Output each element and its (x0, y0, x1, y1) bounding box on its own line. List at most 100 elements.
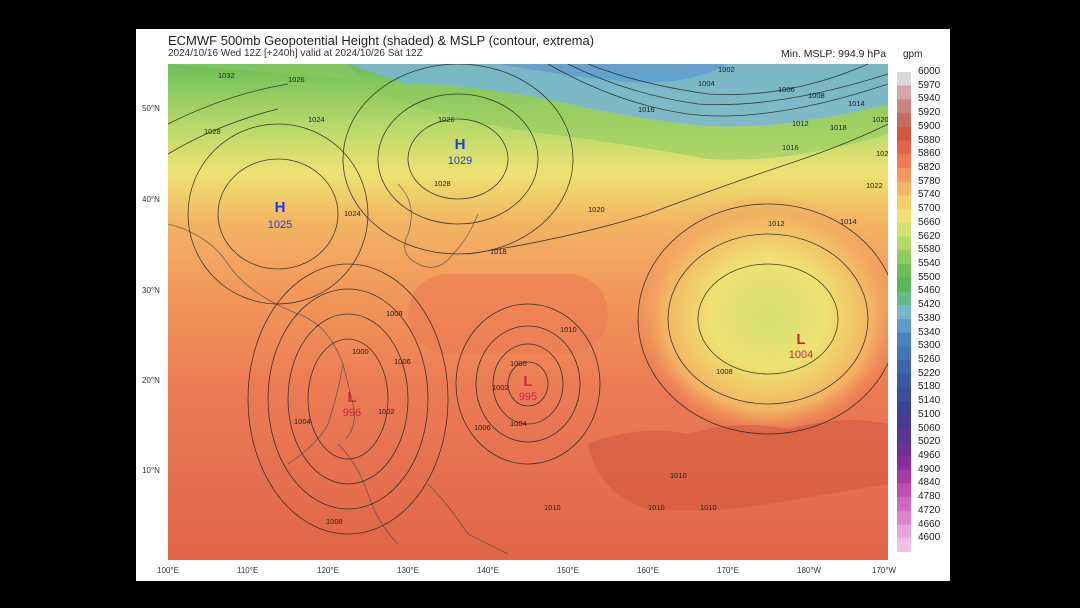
contour-label: 1002 (718, 65, 735, 74)
colorbar-level-label: 5920 (918, 107, 941, 119)
colorbar-swatch (897, 140, 911, 155)
contour-label: 1004 (698, 79, 715, 88)
colorbar-swatch (897, 72, 911, 87)
colorbar-swatch (897, 497, 911, 512)
lon-label: 130°E (397, 566, 419, 575)
lat-label: 20°N (142, 376, 160, 385)
chart-title: ECMWF 500mb Geopotential Height (shaded)… (168, 33, 595, 48)
contour-label: 1004 (510, 419, 527, 428)
contour-label: 1014 (848, 99, 865, 108)
colorbar (897, 72, 911, 552)
contour-label: 1010 (544, 503, 561, 512)
colorbar-swatch (897, 250, 911, 265)
colorbar-level-label: 4780 (918, 491, 941, 503)
contour-label: 1026 (438, 115, 455, 124)
colorbar-swatch (897, 538, 911, 552)
colorbar-swatch (897, 469, 911, 484)
colorbar-swatch (897, 414, 911, 430)
colorbar-level-label: 4900 (918, 463, 941, 475)
colorbar-level-label: 5970 (918, 79, 941, 91)
chart-subtitle: 2024/10/16 Wed 12Z [+240h] valid at 2024… (168, 48, 423, 59)
colorbar-level-label: 5880 (918, 134, 941, 146)
colorbar-swatch (897, 126, 911, 142)
low-value-pacific: 995 (519, 391, 537, 403)
colorbar-level-label: 5180 (918, 381, 941, 393)
lon-label: 150°E (557, 566, 579, 575)
weather-map: 1032 1028 1026 1024 1026 1028 1024 1020 … (168, 64, 888, 560)
colorbar-level-label: 5860 (918, 148, 941, 160)
west-warm-band (408, 274, 608, 354)
contour-label: 1008 (808, 91, 825, 100)
colorbar-level-label: 5700 (918, 203, 941, 215)
colorbar-level-label: 5260 (918, 354, 941, 365)
contour-label: 1008 (386, 309, 403, 318)
colorbar-swatch (897, 181, 911, 196)
contour-label: 1016 (638, 105, 655, 114)
colorbar-level-label: 5140 (918, 395, 941, 407)
contour-label: 1028 (204, 127, 221, 136)
colorbar-swatch (897, 387, 911, 402)
lon-label: 120°E (317, 566, 339, 575)
colorbar-swatch (897, 222, 911, 238)
contour-label: 1000 (510, 359, 527, 368)
lon-label: 140°E (477, 566, 499, 575)
colorbar-swatch (897, 99, 911, 114)
lat-label: 40°N (142, 195, 160, 204)
colorbar-level-label: 5900 (918, 120, 941, 132)
contour-label: 1010 (648, 503, 665, 512)
colorbar-level-label: 5380 (918, 312, 941, 324)
contour-label: 1026 (288, 75, 305, 84)
colorbar-level-label: 5740 (918, 189, 941, 201)
colorbar-level-label: 5660 (918, 216, 941, 228)
contour-labels: 1032 1028 1026 1024 1026 1028 1024 1020 … (204, 65, 888, 526)
contour-label: 1022 (866, 181, 883, 190)
colorbar-swatch (897, 360, 911, 375)
low-marker-east: L (796, 331, 805, 348)
contour-label: 1018 (830, 123, 847, 132)
lat-label: 50°N (142, 104, 160, 113)
coastline (168, 183, 509, 555)
low-value-luzon: 996 (343, 407, 361, 419)
contour-label: 1020 (588, 205, 605, 214)
isobars (168, 64, 888, 535)
colorbar-level-label: 5820 (918, 162, 941, 173)
contour-label: 1024 (876, 149, 888, 158)
contour-label: 1018 (490, 247, 507, 256)
colorbar-swatch (897, 291, 911, 306)
colorbar-swatch (897, 428, 911, 443)
contour-label: 1020 (872, 115, 888, 124)
lat-label: 30°N (142, 286, 160, 295)
colorbar-level-label: 4600 (918, 532, 941, 544)
colorbar-swatch (897, 483, 911, 498)
colorbar-level-label: 5540 (918, 258, 941, 269)
contour-label: 1008 (716, 367, 733, 376)
contour-label: 1002 (378, 407, 395, 416)
high-value-west: 1025 (268, 219, 292, 231)
colorbar-swatch (897, 154, 911, 169)
colorbar-swatch (897, 401, 911, 416)
colorbar-swatch (897, 524, 911, 539)
contour-label: 1000 (352, 347, 369, 356)
colorbar-level-label: 5500 (918, 271, 941, 283)
colorbar-level-label: 5460 (918, 285, 941, 297)
colorbar-level-label: 5580 (918, 244, 941, 256)
contour-label: 1028 (434, 179, 451, 188)
contour-label: 1024 (308, 115, 325, 124)
colorbar-swatch (897, 277, 911, 292)
contour-label: 1006 (778, 85, 795, 94)
colorbar-swatch (897, 195, 911, 210)
contour-label: 1002 (492, 383, 509, 392)
contour-label: 1010 (560, 325, 577, 334)
colorbar-level-label: 5020 (918, 436, 941, 448)
colorbar-swatch (897, 85, 911, 100)
pressure-extrema: H 1025 H 1029 L 996 L 995 L 1004 (268, 136, 813, 419)
contour-label: 1012 (792, 119, 809, 128)
colorbar-swatch (897, 168, 911, 183)
colorbar-swatch (897, 305, 911, 320)
high-marker-japan: H (455, 136, 466, 153)
colorbar-level-label: 5780 (918, 175, 941, 187)
colorbar-level-label: 5100 (918, 408, 941, 420)
colorbar-level-label: 4720 (918, 504, 941, 516)
colorbar-level-label: 5060 (918, 422, 941, 434)
colorbar-swatch (897, 209, 911, 224)
